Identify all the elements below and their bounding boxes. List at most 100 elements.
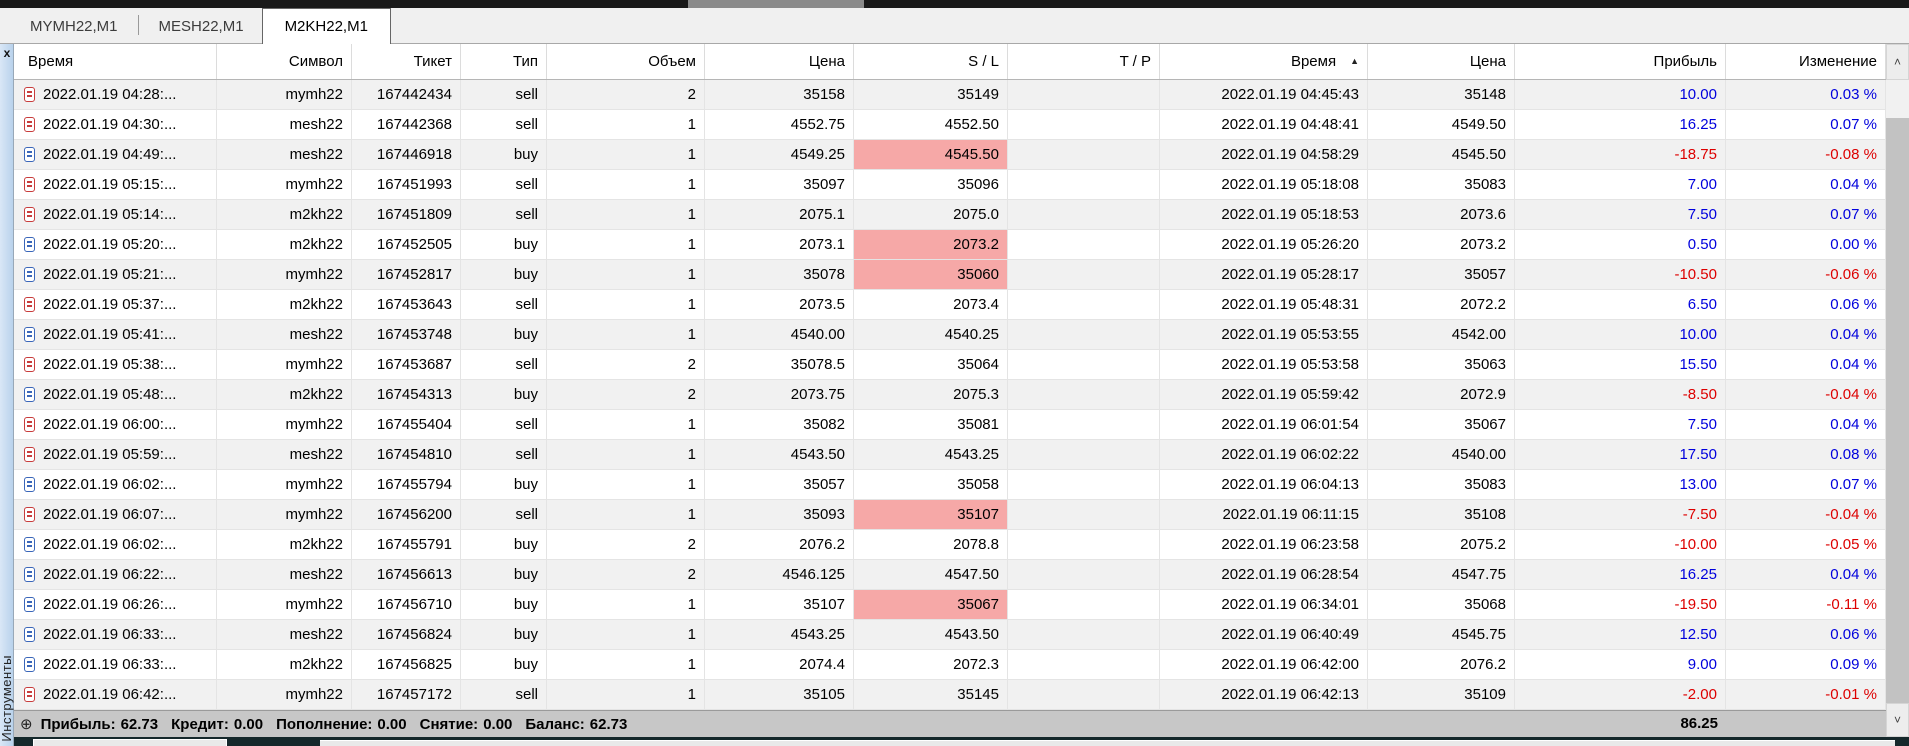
scrollbar-thumb[interactable] <box>1886 118 1909 703</box>
change-cell: 0.04 % <box>1726 350 1886 380</box>
open-price-cell: 35105 <box>705 680 854 710</box>
table-row[interactable]: 2022.01.19 06:02:... m2kh22 167455791 bu… <box>14 530 1886 560</box>
table-row[interactable]: 2022.01.19 06:22:... mesh22 167456613 bu… <box>14 560 1886 590</box>
summary-balance-value: 62.73 <box>589 715 628 733</box>
ticket-cell: 167456200 <box>352 500 461 530</box>
expand-icon[interactable]: ⊕ <box>20 716 33 733</box>
table-row[interactable]: 2022.01.19 06:33:... m2kh22 167456825 bu… <box>14 650 1886 680</box>
change-cell: -0.08 % <box>1726 140 1886 170</box>
trade-type-icon <box>24 417 35 432</box>
change-cell: 0.04 % <box>1726 560 1886 590</box>
scroll-down-icon[interactable]: ˅ <box>1886 703 1909 737</box>
symbol-cell: mesh22 <box>217 110 352 140</box>
close-price-cell: 2072.2 <box>1368 290 1515 320</box>
open-time-cell: 2022.01.19 05:59:... <box>14 440 217 470</box>
header-close-price[interactable]: Цена <box>1368 44 1515 79</box>
chart-tab-bar: MYMH22,M1 MESH22,M1 M2KH22,M1 <box>0 8 1909 44</box>
symbol-cell: m2kh22 <box>217 380 352 410</box>
ticket-cell: 167453687 <box>352 350 461 380</box>
change-cell: -0.04 % <box>1726 380 1886 410</box>
sl-cell: 4552.50 <box>854 110 1008 140</box>
open-price-cell: 2073.1 <box>705 230 854 260</box>
table-row[interactable]: 2022.01.19 04:28:... mymh22 167442434 se… <box>14 80 1886 110</box>
symbol-cell: m2kh22 <box>217 290 352 320</box>
trade-type-icon <box>24 537 35 552</box>
table-row[interactable]: 2022.01.19 05:21:... mymh22 167452817 bu… <box>14 260 1886 290</box>
tp-cell <box>1008 620 1160 650</box>
docked-window-edge-strip <box>320 740 1895 746</box>
tab-mesh22-m1[interactable]: MESH22,M1 <box>158 18 244 35</box>
table-row[interactable]: 2022.01.19 06:42:... mymh22 167457172 se… <box>14 680 1886 710</box>
open-time-cell: 2022.01.19 05:21:... <box>14 260 217 290</box>
table-row[interactable]: 2022.01.19 05:59:... mesh22 167454810 se… <box>14 440 1886 470</box>
header-symbol[interactable]: Символ <box>217 44 352 79</box>
close-price-cell: 35068 <box>1368 590 1515 620</box>
profit-cell: 0.50 <box>1515 230 1726 260</box>
table-row[interactable]: 2022.01.19 06:33:... mesh22 167456824 bu… <box>14 620 1886 650</box>
vertical-scrollbar[interactable]: ˄ ˅ <box>1886 44 1909 737</box>
profit-cell: 13.00 <box>1515 470 1726 500</box>
sl-cell: 35081 <box>854 410 1008 440</box>
open-price-cell: 35158 <box>705 80 854 110</box>
table-row[interactable]: 2022.01.19 06:07:... mymh22 167456200 se… <box>14 500 1886 530</box>
table-row[interactable]: 2022.01.19 04:49:... mesh22 167446918 bu… <box>14 140 1886 170</box>
header-volume[interactable]: Объем <box>547 44 705 79</box>
header-open-price[interactable]: Цена <box>705 44 854 79</box>
table-row[interactable]: 2022.01.19 05:37:... m2kh22 167453643 se… <box>14 290 1886 320</box>
sort-asc-icon: ▲ <box>1350 56 1359 66</box>
close-price-cell: 4545.75 <box>1368 620 1515 650</box>
table-row[interactable]: 2022.01.19 05:15:... mymh22 167451993 se… <box>14 170 1886 200</box>
tab-m2kh22-m1[interactable]: M2KH22,M1 <box>261 8 391 44</box>
type-cell: sell <box>461 500 547 530</box>
table-row[interactable]: 2022.01.19 05:38:... mymh22 167453687 se… <box>14 350 1886 380</box>
header-change[interactable]: Изменение <box>1726 44 1886 79</box>
type-cell: buy <box>461 620 547 650</box>
open-price-cell: 35082 <box>705 410 854 440</box>
ticket-cell: 167454810 <box>352 440 461 470</box>
profit-cell: 10.00 <box>1515 80 1726 110</box>
header-tp[interactable]: T / P <box>1008 44 1160 79</box>
table-row[interactable]: 2022.01.19 06:00:... mymh22 167455404 se… <box>14 410 1886 440</box>
volume-cell: 1 <box>547 590 705 620</box>
close-price-cell: 2072.9 <box>1368 380 1515 410</box>
type-cell: buy <box>461 650 547 680</box>
close-time-cell: 2022.01.19 06:28:54 <box>1160 560 1368 590</box>
table-row[interactable]: 2022.01.19 06:02:... mymh22 167455794 bu… <box>14 470 1886 500</box>
header-close-time[interactable]: Время ▲ <box>1160 44 1368 79</box>
trade-type-icon <box>24 147 35 162</box>
tp-cell <box>1008 230 1160 260</box>
header-sl[interactable]: S / L <box>854 44 1008 79</box>
table-row[interactable]: 2022.01.19 06:26:... mymh22 167456710 bu… <box>14 590 1886 620</box>
scroll-up-icon[interactable]: ˄ <box>1886 44 1909 80</box>
table-row[interactable]: 2022.01.19 05:48:... m2kh22 167454313 bu… <box>14 380 1886 410</box>
table-row[interactable]: 2022.01.19 04:30:... mesh22 167442368 se… <box>14 110 1886 140</box>
sl-cell: 35060 <box>854 260 1008 290</box>
open-time-cell: 2022.01.19 06:33:... <box>14 650 217 680</box>
tab-mymh22-m1[interactable]: MYMH22,M1 <box>30 18 118 35</box>
table-row[interactable]: 2022.01.19 05:14:... m2kh22 167451809 se… <box>14 200 1886 230</box>
table-row[interactable]: 2022.01.19 05:20:... m2kh22 167452505 bu… <box>14 230 1886 260</box>
table-row[interactable]: 2022.01.19 05:41:... mesh22 167453748 bu… <box>14 320 1886 350</box>
instruments-vertical-label[interactable]: Инструменты <box>0 655 14 742</box>
header-ticket[interactable]: Тикет <box>352 44 461 79</box>
profit-cell: 15.50 <box>1515 350 1726 380</box>
trade-type-icon <box>24 597 35 612</box>
ticket-cell: 167456825 <box>352 650 461 680</box>
header-open-time[interactable]: Время <box>14 44 217 79</box>
close-price-cell: 2073.2 <box>1368 230 1515 260</box>
summary-credit-value: 0.00 <box>233 715 264 733</box>
header-type[interactable]: Тип <box>461 44 547 79</box>
change-cell: 0.04 % <box>1726 320 1886 350</box>
close-time-cell: 2022.01.19 05:28:17 <box>1160 260 1368 290</box>
trade-type-icon <box>24 627 35 642</box>
volume-cell: 2 <box>547 560 705 590</box>
symbol-cell: mymh22 <box>217 260 352 290</box>
open-time-cell: 2022.01.19 05:15:... <box>14 170 217 200</box>
close-icon[interactable]: x <box>3 46 11 60</box>
close-time-cell: 2022.01.19 06:04:13 <box>1160 470 1368 500</box>
summary-deposit-label: Пополнение: <box>276 715 373 733</box>
volume-cell: 2 <box>547 380 705 410</box>
type-cell: sell <box>461 410 547 440</box>
close-time-cell: 2022.01.19 05:53:58 <box>1160 350 1368 380</box>
header-profit[interactable]: Прибыль <box>1515 44 1726 79</box>
